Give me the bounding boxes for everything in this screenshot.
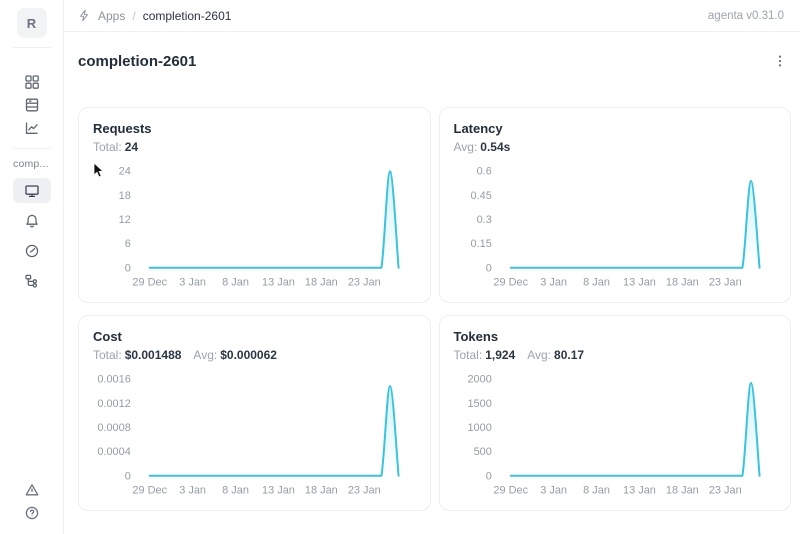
breadcrumb-apps[interactable]: Apps xyxy=(98,8,126,23)
svg-text:0.0008: 0.0008 xyxy=(97,422,130,434)
stat-total: Total: 24 xyxy=(93,140,139,154)
line-chart-icon xyxy=(24,120,40,136)
svg-text:12: 12 xyxy=(119,214,131,226)
svg-text:23 Jan: 23 Jan xyxy=(348,485,381,497)
sidebar: R xyxy=(0,0,64,534)
metrics-grid: Requests Total: 24 0 6 12 18 24 29 Dec 3 Jan 8 J… xyxy=(78,107,791,511)
more-menu-button[interactable] xyxy=(769,50,791,72)
sidebar-item-evaluations[interactable] xyxy=(13,116,51,139)
vertical-ellipsis-icon xyxy=(773,54,787,68)
svg-text:24: 24 xyxy=(119,166,131,178)
svg-text:29 Dec: 29 Dec xyxy=(493,485,528,497)
version-label: agenta v0.31.0 xyxy=(707,9,784,22)
card-title: Latency xyxy=(453,121,503,136)
sidebar-divider xyxy=(12,47,51,48)
stat-avg: Avg: $0.000062 xyxy=(193,348,277,362)
svg-text:0.0004: 0.0004 xyxy=(97,446,130,458)
alert-triangle-icon xyxy=(24,482,40,498)
breadcrumb-separator: / xyxy=(132,8,136,23)
svg-text:500: 500 xyxy=(473,446,491,458)
stat-total: Total: 1,924 xyxy=(453,348,516,362)
sidebar-item-help[interactable] xyxy=(13,501,51,524)
avatar[interactable]: R xyxy=(16,8,47,38)
svg-text:13 Jan: 13 Jan xyxy=(623,277,656,289)
svg-text:13 Jan: 13 Jan xyxy=(623,485,656,497)
svg-text:8 Jan: 8 Jan xyxy=(583,485,610,497)
svg-text:0.15: 0.15 xyxy=(470,238,491,250)
lightning-icon xyxy=(78,9,91,22)
svg-text:8 Jan: 8 Jan xyxy=(222,485,249,497)
svg-text:1000: 1000 xyxy=(467,422,491,434)
svg-text:0.45: 0.45 xyxy=(470,190,491,202)
svg-text:1500: 1500 xyxy=(467,398,491,410)
tree-trace-icon xyxy=(24,273,40,289)
svg-text:23 Jan: 23 Jan xyxy=(348,277,381,289)
svg-text:0.3: 0.3 xyxy=(476,214,491,226)
svg-text:0: 0 xyxy=(125,262,131,274)
svg-text:29 Dec: 29 Dec xyxy=(132,277,167,289)
help-circle-icon xyxy=(24,505,40,521)
svg-text:3 Jan: 3 Jan xyxy=(179,277,206,289)
table-icon xyxy=(24,97,40,113)
stat-avg: Avg: 0.54s xyxy=(453,140,511,154)
sidebar-divider xyxy=(12,148,51,149)
breadcrumb-current: completion-2601 xyxy=(142,8,232,23)
tokens-chart: 0 500 1000 1500 2000 29 Dec 3 Jan 8 Jan 13 Jan 18… xyxy=(467,374,761,497)
workspace-label: comp... xyxy=(13,158,49,170)
svg-text:13 Jan: 13 Jan xyxy=(262,485,295,497)
svg-text:2000: 2000 xyxy=(467,374,491,386)
sidebar-item-apps[interactable] xyxy=(13,70,51,93)
svg-text:3 Jan: 3 Jan xyxy=(179,485,206,497)
svg-text:0: 0 xyxy=(485,262,491,274)
svg-text:13 Jan: 13 Jan xyxy=(262,277,295,289)
svg-text:23 Jan: 23 Jan xyxy=(708,277,741,289)
svg-text:3 Jan: 3 Jan xyxy=(540,277,567,289)
svg-text:29 Dec: 29 Dec xyxy=(493,277,528,289)
svg-text:6: 6 xyxy=(125,238,131,250)
stat-avg: Avg: 80.17 xyxy=(527,348,585,362)
sidebar-item-alerts[interactable] xyxy=(13,478,51,501)
cost-chart: 0 0.0004 0.0008 0.0012 0.0016 29 Dec 3 Jan 8 Ja… xyxy=(97,374,400,497)
svg-text:23 Jan: 23 Jan xyxy=(708,485,741,497)
sidebar-item-history[interactable] xyxy=(13,238,51,263)
cost-card: Cost Total: $0.001488 Avg: $0.000062 0 0.00… xyxy=(78,315,431,511)
svg-text:0.0016: 0.0016 xyxy=(97,374,130,386)
svg-text:18 Jan: 18 Jan xyxy=(665,277,698,289)
grid-icon xyxy=(24,74,40,90)
svg-text:3 Jan: 3 Jan xyxy=(540,485,567,497)
history-dial-icon xyxy=(24,243,40,259)
svg-text:0: 0 xyxy=(485,470,491,482)
monitor-icon xyxy=(24,183,40,199)
svg-text:8 Jan: 8 Jan xyxy=(583,277,610,289)
svg-text:29 Dec: 29 Dec xyxy=(132,485,167,497)
svg-text:18 Jan: 18 Jan xyxy=(305,485,338,497)
card-title: Tokens xyxy=(453,329,499,344)
stat-total: Total: $0.001488 xyxy=(93,348,182,362)
avatar-initial: R xyxy=(26,15,37,31)
svg-text:18 Jan: 18 Jan xyxy=(305,277,338,289)
svg-text:18: 18 xyxy=(119,190,131,202)
top-bar: Apps / completion-2601 agenta v0.31.0 xyxy=(64,0,800,32)
svg-text:18 Jan: 18 Jan xyxy=(665,485,698,497)
requests-card: Requests Total: 24 0 6 12 18 24 29 Dec 3 Jan 8 J… xyxy=(78,107,431,303)
breadcrumb: Apps / completion-2601 xyxy=(78,9,231,23)
sidebar-item-traces[interactable] xyxy=(13,268,51,293)
bell-icon xyxy=(24,213,40,229)
svg-text:0.0012: 0.0012 xyxy=(97,398,130,410)
page-title: completion-2601 xyxy=(78,52,197,70)
requests-chart: 0 6 12 18 24 29 Dec 3 Jan 8 Jan 13 Jan 18 Jan 23 J… xyxy=(119,166,400,289)
sidebar-item-alerts-bell[interactable] xyxy=(13,208,51,233)
latency-chart: 0 0.15 0.3 0.45 0.6 29 Dec 3 Jan 8 Jan 13 Jan 18 … xyxy=(470,166,761,289)
sidebar-item-overview[interactable] xyxy=(12,178,51,203)
tokens-card: Tokens Total: 1,924 Avg: 80.17 0 500 1000 150… xyxy=(438,315,791,511)
svg-text:0.6: 0.6 xyxy=(476,166,491,178)
latency-card: Latency Avg: 0.54s 0 0.15 0.3 0.45 0.6 29 Dec 3… xyxy=(438,107,791,303)
svg-text:0: 0 xyxy=(125,470,131,482)
svg-text:8 Jan: 8 Jan xyxy=(222,277,249,289)
card-title: Cost xyxy=(93,329,122,344)
card-title: Requests xyxy=(93,121,152,136)
sidebar-item-testsets[interactable] xyxy=(13,93,51,116)
